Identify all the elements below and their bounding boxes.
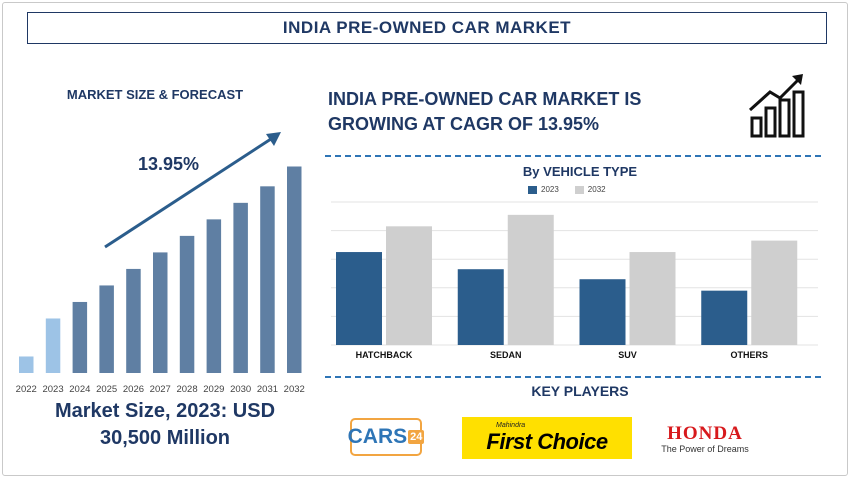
honda-logo-name: HONDA <box>667 423 743 444</box>
market-size-line-1: Market Size, 2023: USD <box>54 400 276 422</box>
forecast-bar-2022 <box>19 356 34 373</box>
vehicle-bar-others-2023 <box>701 290 748 345</box>
forecast-bar-2026 <box>126 268 141 373</box>
growth-line-2: GROWING AT CAGR OF 13.95% <box>328 114 600 134</box>
key-players-title: KEY PLAYERS <box>531 383 629 399</box>
forecast-tick-2022: 2022 <box>16 384 37 395</box>
forecast-tick-2032: 2032 <box>284 384 305 395</box>
forecast-tick-2025: 2025 <box>96 384 117 395</box>
forecast-bar-2024 <box>72 301 88 373</box>
page-title: INDIA PRE-OWNED CAR MARKET <box>282 18 572 37</box>
growth-statement: INDIA PRE-OWNED CAR MARKET IS GROWING AT… <box>328 87 708 137</box>
forecast-bar-2029 <box>206 219 222 373</box>
honda-logo-tagline: The Power of Dreams <box>661 444 749 454</box>
vehicle-tick-hatchback: HATCHBACK <box>356 350 413 360</box>
cagr-label: 13.95% <box>138 154 200 174</box>
divider-bottom <box>325 376 821 378</box>
forecast-bar-2025 <box>99 285 114 373</box>
vehicle-bar-others-2032 <box>751 240 798 345</box>
vehicle-bar-suv-2023 <box>579 279 626 345</box>
title-banner: INDIA PRE-OWNED CAR MARKET <box>27 12 827 44</box>
vehicle-tick-others: OTHERS <box>730 350 768 360</box>
forecast-tick-2029: 2029 <box>203 384 224 395</box>
forecast-tick-2026: 2026 <box>123 384 144 395</box>
vehicle-type-legend: 2023 2032 <box>528 185 622 194</box>
forecast-tick-2031: 2031 <box>257 384 278 395</box>
forecast-bar-2023 <box>45 318 61 373</box>
cars24-logo-text: CARS <box>347 425 408 448</box>
vehicle-type-title: By VEHICLE TYPE <box>522 164 638 179</box>
growth-bar-chart-icon <box>748 74 805 138</box>
forecast-bar-2030 <box>233 202 248 373</box>
mahindra-logo-small: Mahindra <box>496 422 526 429</box>
vehicle-tick-suv: SUV <box>618 350 637 360</box>
forecast-bar-2032 <box>287 166 302 373</box>
divider-top <box>325 155 821 157</box>
legend-swatch-2032 <box>574 185 584 194</box>
forecast-tick-2028: 2028 <box>176 384 197 395</box>
forecast-bar-2031 <box>260 186 275 373</box>
forecast-heading: MARKET SIZE & FORECAST <box>66 87 244 102</box>
legend-item-2023: 2023 <box>528 185 559 194</box>
forecast-bar-2027 <box>153 252 168 373</box>
legend-label-2023: 2023 <box>541 185 559 194</box>
legend-item-2032: 2032 <box>574 185 606 194</box>
mahindra-first-choice-logo: Mahindra First Choice <box>462 417 632 459</box>
forecast-tick-2027: 2027 <box>150 384 171 395</box>
cars24-logo: CARS 24 <box>347 418 425 456</box>
vehicle-bar-hatchback-2023 <box>336 252 382 345</box>
growth-line-1: INDIA PRE-OWNED CAR MARKET IS <box>328 89 642 109</box>
growth-arrow <box>104 135 275 249</box>
forecast-tick-2023: 2023 <box>42 384 63 395</box>
growth-arrow-head <box>266 132 281 146</box>
forecast-tick-2030: 2030 <box>230 384 251 395</box>
honda-logo: HONDA The Power of Dreams <box>650 424 760 455</box>
vehicle-bar-sedan-2023 <box>457 269 504 345</box>
forecast-bar-2028 <box>179 235 195 373</box>
legend-label-2032: 2032 <box>587 185 606 194</box>
legend-swatch-2023 <box>528 185 537 194</box>
cars24-logo-number: 24 <box>408 430 425 444</box>
vehicle-bar-sedan-2032 <box>507 214 554 345</box>
forecast-tick-2024: 2024 <box>69 384 90 395</box>
market-size-text: Market Size, 2023: USD 30,500 Million <box>15 398 315 452</box>
vehicle-bar-hatchback-2032 <box>386 226 432 345</box>
market-size-line-2: 30,500 Million <box>99 427 231 449</box>
first-choice-logo-text: First Choice <box>486 429 608 454</box>
vehicle-bar-suv-2032 <box>629 252 676 345</box>
vehicle-tick-sedan: SEDAN <box>490 350 522 360</box>
